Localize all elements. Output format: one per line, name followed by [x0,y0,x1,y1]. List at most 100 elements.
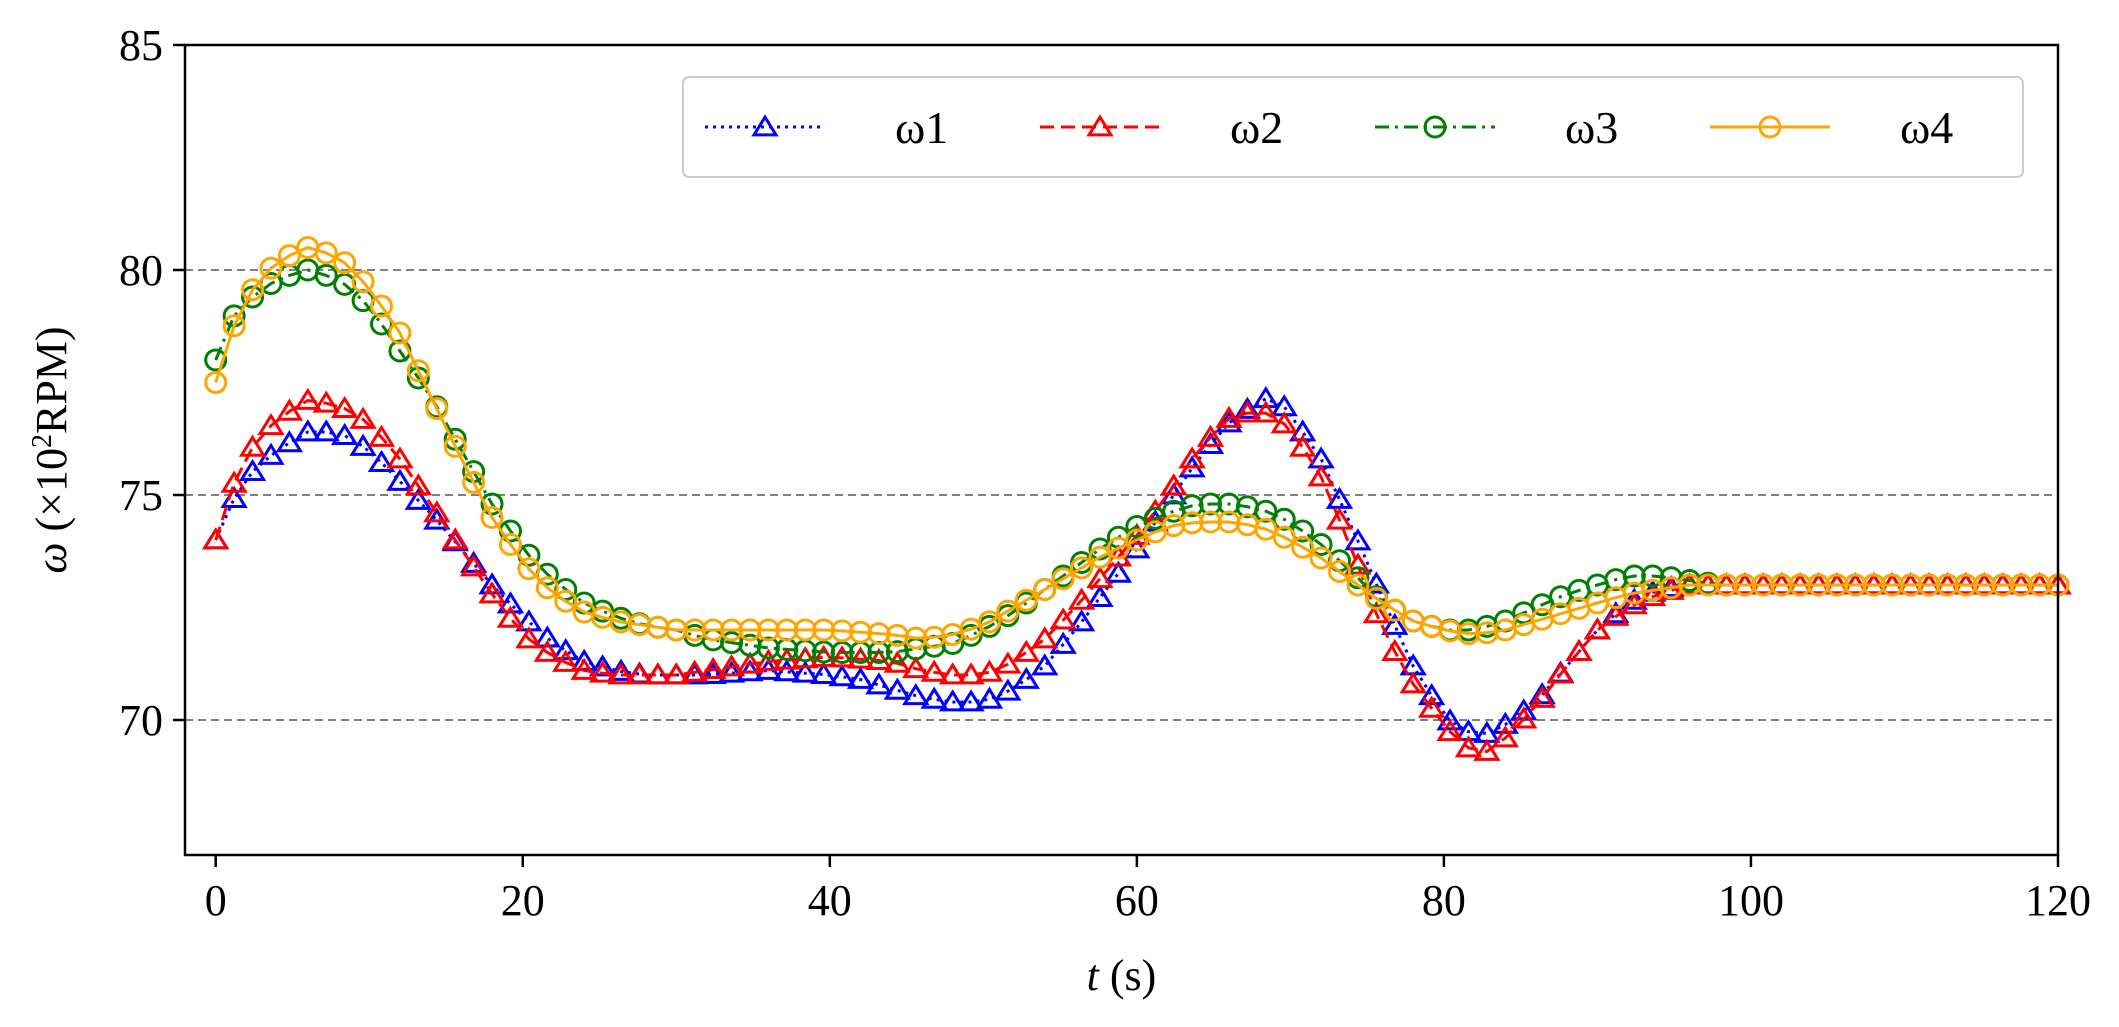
series-2-point-12 [423,500,451,523]
series-2-point-67 [1436,718,1464,742]
legend-label-4: ω4 [1900,102,1953,153]
series-3-point-0 [204,348,228,372]
series-2-point-70 [1491,725,1519,748]
series-4-point-46 [1051,567,1075,591]
x-tick-label-20: 20 [501,876,545,925]
series-2-point-73 [1546,661,1575,684]
x-axis-var: t [1087,951,1101,1000]
series-4-point-59 [1291,535,1315,559]
legend-box [682,76,2024,178]
series-4-point-43 [996,599,1020,623]
series-1-point-48 [1086,584,1114,608]
series-3-point-77 [1622,564,1646,588]
series-2-point-33 [809,644,838,667]
series-2-point-53 [1178,446,1206,469]
series-4-point-89 [1843,573,1867,597]
series-1-point-47 [1067,609,1096,632]
series-4-point-14 [462,470,486,494]
series-1-point-63 [1362,571,1391,594]
series-2-point-59 [1288,434,1317,457]
series-2-point-77 [1620,592,1648,615]
series-2-point-1 [220,470,248,493]
series-4-point-2 [241,278,265,302]
series-4-point-68 [1456,622,1480,646]
series-4-point-91 [1880,573,1904,597]
series-1-point-3 [257,442,285,465]
series-2-point-8 [349,406,377,429]
series-2-point-13 [441,527,469,550]
series-3-point-9 [370,312,394,336]
series-2-point-47 [1067,587,1096,610]
series-4-point-53 [1180,511,1204,535]
series-4-point-11 [406,359,430,383]
series-4-point-44 [1014,588,1038,612]
series-2-point-60 [1307,464,1335,487]
series-2-point-40 [938,662,967,685]
series-1-point-28 [717,660,746,683]
series-4-point-90 [1862,573,1886,597]
series-2-point-41 [957,662,985,685]
series-2-point-18 [533,639,562,662]
series-1-point-6 [312,419,340,442]
x-tick-label-60: 60 [1115,876,1159,925]
series-4-point-57 [1254,517,1278,541]
plot-frame [183,43,2060,857]
series-1-point-64 [1381,612,1409,635]
series-4-point-50 [1125,528,1149,552]
series-2-point-58 [1270,411,1298,434]
series-3-point-54 [1199,492,1223,516]
series-2-point-37 [883,650,912,673]
series-2-point-56 [1233,400,1262,423]
series-3-point-34 [830,641,854,664]
series-1-point-14 [459,550,488,573]
series-4-point-99 [2028,573,2052,597]
series-1-point-33 [809,661,838,684]
series-1-point-39 [920,686,948,709]
series-2-point-76 [1602,603,1630,626]
y-axis-label: ω (×102RPM) [27,326,77,573]
series-4-point-1 [222,314,246,338]
series-4-point-17 [517,557,541,581]
series-1-point-38 [902,682,930,706]
series-3-point-41 [959,623,983,647]
series-2-point-6 [312,390,340,413]
series-1-point-62 [1344,528,1372,551]
series-4-point-8 [351,270,375,294]
y-tick-label-85: 85 [119,21,163,70]
series-4-point-16 [498,533,522,556]
series-2-point-63 [1362,601,1391,624]
series-2-point-19 [552,649,580,672]
series-2-point-4 [275,398,304,421]
series-4-point-12 [425,397,449,421]
x-tick-label-40: 40 [808,876,852,925]
series-2-point-72 [1528,685,1556,708]
series-1-point-43 [994,678,1022,701]
series-4-point-9 [370,294,394,318]
y-axis-prefix: (×10 [27,448,76,542]
series-2-point-66 [1417,695,1446,718]
series-2-point-57 [1252,400,1280,423]
series-4-point-58 [1272,525,1296,549]
y-axis-var: ω [27,542,76,573]
x-axis-label: t (s) [1087,951,1157,1000]
series-2-point-5 [294,387,322,410]
series-4-point-28 [720,618,744,642]
series-1-point-51 [1141,509,1169,532]
series-1-point-42 [975,686,1004,709]
series-1-point-44 [1012,666,1040,689]
series-4-point-87 [1807,573,1831,597]
y-axis-exponent: 2 [27,434,58,448]
series-2-point-69 [1473,738,1501,761]
series-4-point-84 [1751,573,1775,597]
series-2-point-55 [1215,405,1243,428]
series-1-point-11 [404,487,433,510]
series-4-point-96 [1972,573,1996,597]
series-2-point-16 [496,605,525,628]
series-2-point-3 [257,412,285,436]
series-2-point-7 [330,395,359,419]
series-1-point-10 [386,468,414,491]
series-4-point-97 [1991,573,2015,597]
series-4-point-85 [1770,573,1794,597]
series-2-point-21 [588,660,617,683]
